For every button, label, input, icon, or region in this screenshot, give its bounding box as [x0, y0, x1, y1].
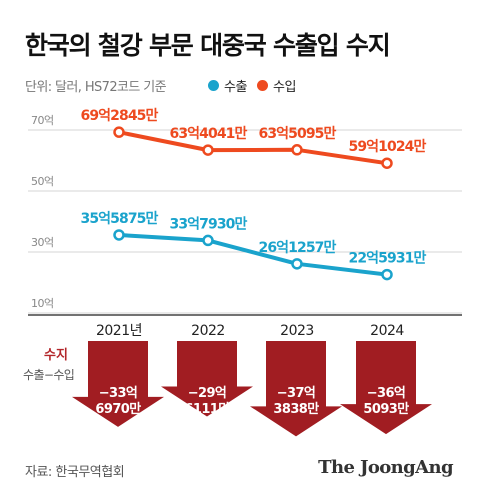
data-point	[113, 229, 125, 241]
unit-note: 단위: 달러, HS72코드 기준	[25, 80, 167, 95]
source-note: 자료: 한국무역협회	[25, 465, 125, 480]
x-tick-label: 2022	[191, 323, 225, 339]
x-tick-label: 2023	[280, 323, 314, 339]
balance-label: 6970만	[95, 401, 141, 417]
balance-arrow	[72, 341, 164, 427]
balance-arrow	[340, 341, 432, 435]
data-point	[291, 258, 303, 270]
legend-export-marker	[208, 80, 219, 91]
balance-label: −29억	[188, 386, 227, 401]
series-line-export	[118, 232, 388, 277]
data-label: 59억1024만	[348, 139, 426, 155]
balance-label: −36억	[367, 386, 406, 401]
series-line-import	[118, 130, 388, 166]
data-point	[202, 234, 214, 247]
balance-label: 6111만	[184, 401, 230, 417]
balance-label: −37억	[277, 386, 316, 401]
x-tick-label: 2021년	[96, 323, 142, 339]
legend-import-marker	[257, 80, 268, 91]
balance-sublabel: 수출−수입	[23, 368, 75, 382]
data-point	[113, 126, 125, 138]
legend-import: 수입	[257, 76, 296, 95]
legend-export-label: 수출	[224, 80, 247, 95]
chart-title: 한국의 철강 부문 대중국 수출입 수지	[25, 31, 391, 60]
data-label: 63억4041만	[169, 126, 247, 142]
data-label: 69억2845만	[80, 108, 158, 124]
data-label: 22억5931만	[348, 251, 426, 267]
legend-import-label: 수입	[273, 80, 296, 95]
x-tick-label: 2024	[370, 323, 404, 339]
balance-label: 3838만	[273, 401, 319, 417]
data-point	[381, 157, 393, 169]
balance-arrow	[161, 341, 253, 417]
data-label: 33억7930만	[169, 216, 247, 232]
balance-label: −33억	[99, 386, 138, 401]
balance-arrow	[250, 341, 342, 437]
data-point	[202, 144, 214, 156]
balance-label: 5093만	[363, 401, 409, 417]
legend-export: 수출	[208, 76, 247, 95]
data-point	[381, 268, 393, 281]
data-label: 26억1257만	[258, 240, 336, 256]
y-tick-label: 30억	[31, 236, 54, 249]
y-tick-label: 50억	[31, 175, 54, 188]
data-label: 63억5095만	[258, 126, 336, 142]
data-point	[291, 144, 303, 156]
balance-label: 수지	[44, 348, 68, 363]
publisher-logo: The JoongAng	[318, 457, 453, 478]
data-label: 35억5875만	[80, 211, 158, 227]
y-tick-label: 10억	[31, 297, 54, 310]
y-tick-label: 70억	[31, 114, 54, 127]
